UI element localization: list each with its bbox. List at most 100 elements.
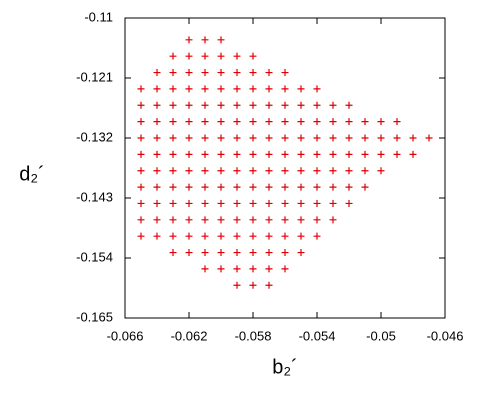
point bbox=[153, 183, 161, 191]
point bbox=[201, 183, 209, 191]
point bbox=[281, 249, 289, 257]
point bbox=[281, 85, 289, 93]
point bbox=[201, 69, 209, 77]
point bbox=[313, 118, 321, 126]
y-axis-label: d₂´ bbox=[19, 163, 45, 185]
point bbox=[265, 265, 273, 273]
point bbox=[249, 183, 257, 191]
point bbox=[249, 134, 257, 142]
point bbox=[393, 118, 401, 126]
point bbox=[281, 216, 289, 224]
point bbox=[137, 216, 145, 224]
point bbox=[153, 216, 161, 224]
point bbox=[169, 249, 177, 257]
point bbox=[185, 232, 193, 240]
point bbox=[137, 183, 145, 191]
point bbox=[185, 249, 193, 257]
point bbox=[233, 167, 241, 175]
point bbox=[281, 265, 289, 273]
point bbox=[265, 167, 273, 175]
point bbox=[217, 167, 225, 175]
point bbox=[313, 134, 321, 142]
point bbox=[217, 249, 225, 257]
point bbox=[217, 134, 225, 142]
point bbox=[169, 167, 177, 175]
x-tick-label: -0.05 bbox=[366, 328, 396, 343]
point bbox=[345, 150, 353, 158]
point bbox=[345, 118, 353, 126]
point bbox=[409, 134, 417, 142]
point bbox=[265, 281, 273, 289]
point bbox=[153, 85, 161, 93]
x-tick-label: -0.066 bbox=[107, 328, 144, 343]
point bbox=[233, 69, 241, 77]
point bbox=[217, 52, 225, 60]
point bbox=[169, 69, 177, 77]
point bbox=[185, 216, 193, 224]
point bbox=[233, 281, 241, 289]
point bbox=[313, 167, 321, 175]
y-tick-label: -0.154 bbox=[76, 249, 113, 264]
point bbox=[329, 183, 337, 191]
point bbox=[361, 118, 369, 126]
point bbox=[249, 69, 257, 77]
point bbox=[185, 69, 193, 77]
point bbox=[249, 232, 257, 240]
point bbox=[185, 167, 193, 175]
point bbox=[185, 36, 193, 44]
point bbox=[217, 69, 225, 77]
point bbox=[281, 167, 289, 175]
point bbox=[137, 101, 145, 109]
point bbox=[233, 216, 241, 224]
point bbox=[201, 249, 209, 257]
point bbox=[329, 199, 337, 207]
point bbox=[297, 199, 305, 207]
point bbox=[217, 183, 225, 191]
y-tick-label: -0.11 bbox=[84, 9, 113, 24]
point bbox=[249, 101, 257, 109]
point bbox=[169, 199, 177, 207]
point bbox=[265, 118, 273, 126]
point bbox=[233, 199, 241, 207]
point bbox=[185, 85, 193, 93]
point bbox=[201, 265, 209, 273]
point bbox=[313, 150, 321, 158]
point bbox=[313, 85, 321, 93]
point bbox=[185, 118, 193, 126]
point bbox=[297, 118, 305, 126]
point bbox=[313, 183, 321, 191]
point bbox=[137, 134, 145, 142]
x-tick-label: -0.062 bbox=[171, 328, 208, 343]
point bbox=[313, 216, 321, 224]
point bbox=[233, 249, 241, 257]
point bbox=[185, 101, 193, 109]
point bbox=[185, 150, 193, 158]
point bbox=[169, 183, 177, 191]
point bbox=[377, 167, 385, 175]
point bbox=[185, 199, 193, 207]
point bbox=[153, 118, 161, 126]
point bbox=[233, 118, 241, 126]
point bbox=[201, 36, 209, 44]
point bbox=[345, 101, 353, 109]
point bbox=[265, 199, 273, 207]
point bbox=[169, 118, 177, 126]
point bbox=[201, 167, 209, 175]
point bbox=[153, 150, 161, 158]
point bbox=[249, 167, 257, 175]
point bbox=[217, 199, 225, 207]
point bbox=[265, 216, 273, 224]
point bbox=[297, 216, 305, 224]
point bbox=[265, 183, 273, 191]
point bbox=[137, 85, 145, 93]
point bbox=[249, 216, 257, 224]
point bbox=[153, 199, 161, 207]
point bbox=[281, 232, 289, 240]
point bbox=[233, 134, 241, 142]
point bbox=[201, 150, 209, 158]
point bbox=[217, 85, 225, 93]
point bbox=[393, 134, 401, 142]
point bbox=[249, 281, 257, 289]
point bbox=[249, 249, 257, 257]
point bbox=[137, 232, 145, 240]
